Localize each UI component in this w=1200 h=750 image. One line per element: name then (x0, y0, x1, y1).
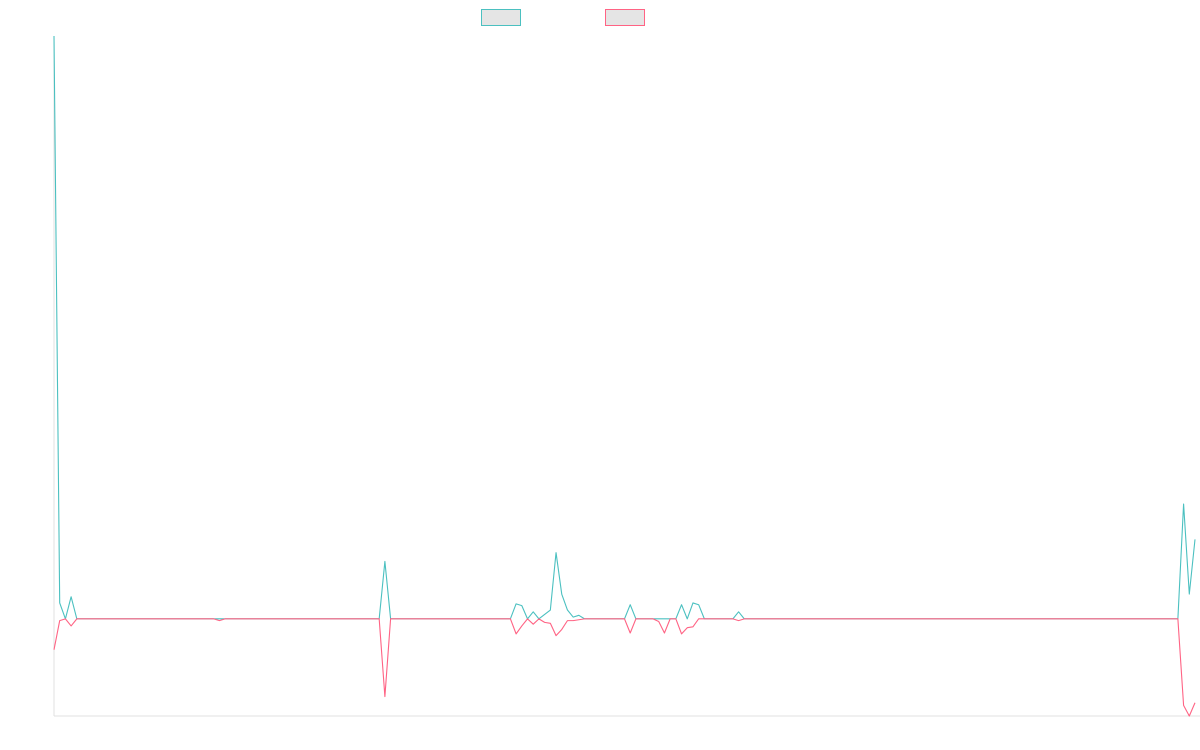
series-line-2 (53, 618, 1196, 717)
series-layer (53, 35, 1196, 717)
legend-item-1[interactable] (481, 9, 521, 26)
series-line-1 (53, 35, 1196, 620)
legend-swatch-1[interactable] (481, 9, 521, 26)
axes (53, 36, 1200, 717)
legend-item-2[interactable] (605, 9, 645, 26)
legend-swatch-2[interactable] (605, 9, 645, 26)
legend (481, 9, 645, 26)
